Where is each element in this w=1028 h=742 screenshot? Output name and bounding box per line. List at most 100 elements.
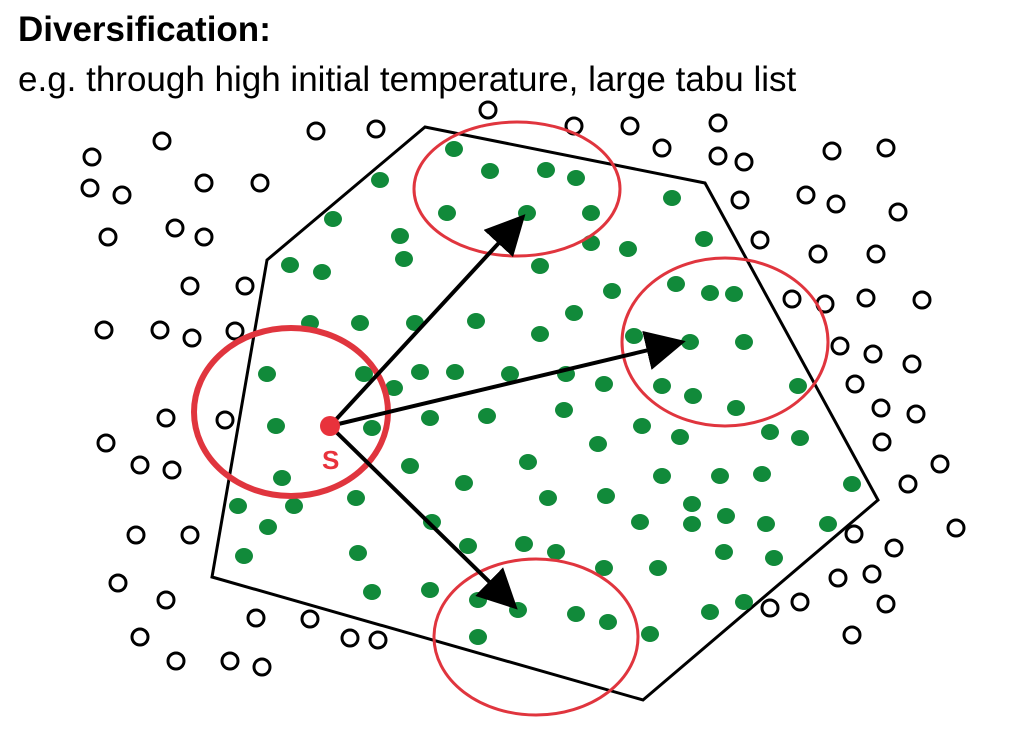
good-solution-dot: [757, 516, 775, 532]
neighborhood-circle-right: [620, 256, 830, 428]
good-solution-dot: [595, 376, 613, 392]
hollow-solution-dot: [620, 116, 640, 136]
good-solution-dot: [395, 251, 413, 267]
good-solution-dot: [843, 476, 861, 492]
good-solution-dot: [589, 436, 607, 452]
start-point-label: S: [322, 445, 340, 475]
hollow-solution-dot: [182, 328, 202, 348]
good-solution-dot: [701, 285, 719, 301]
good-solution-dot: [438, 205, 456, 221]
good-solution-dot: [531, 258, 549, 274]
good-solution-dot: [445, 141, 463, 157]
hollow-solution-dot: [306, 121, 326, 141]
good-solution-dot: [259, 519, 277, 535]
good-solution-dot: [715, 544, 733, 560]
good-solution-dot: [625, 328, 643, 344]
good-solution-dot: [469, 592, 487, 608]
hollow-solution-dot: [194, 173, 214, 193]
hollow-solution-dot: [872, 432, 892, 452]
good-solution-dot: [595, 560, 613, 576]
good-solution-dot: [663, 190, 681, 206]
hollow-solution-dot: [842, 625, 862, 645]
good-solution-dot: [501, 366, 519, 382]
good-solution-dot: [351, 315, 369, 331]
good-solution-dot: [695, 231, 713, 247]
hollow-solution-dot: [250, 173, 270, 193]
good-solution-dot: [711, 468, 729, 484]
good-solution-dot: [641, 626, 659, 642]
hollow-solution-dot: [930, 454, 950, 474]
hollow-solution-dot: [750, 230, 770, 250]
good-solution-dot: [671, 429, 689, 445]
good-solution-dot: [725, 286, 743, 302]
hollow-solution-dot: [902, 354, 922, 374]
hollow-solutions: [80, 100, 966, 677]
good-solution-dot: [597, 488, 615, 504]
neighborhood-circle-bottom: [432, 557, 640, 717]
good-solution-dot: [401, 458, 419, 474]
good-solution-dot: [421, 410, 439, 426]
hollow-solution-dot: [82, 147, 102, 167]
hollow-solution-dot: [898, 474, 918, 494]
hollow-solution-dot: [366, 119, 386, 139]
good-solution-dot: [363, 584, 381, 600]
hollow-solution-dot: [180, 525, 200, 545]
hollow-solution-dot: [166, 651, 186, 671]
hollow-solution-dot: [80, 178, 100, 198]
hollow-solution-dot: [246, 608, 266, 628]
good-solution-dot: [667, 276, 685, 292]
good-solution-dot: [789, 378, 807, 394]
hollow-solution-dot: [368, 630, 388, 650]
good-solution-dot: [481, 163, 499, 179]
good-solution-dot: [363, 420, 381, 436]
good-solution-dot: [313, 264, 331, 280]
hollow-solution-dot: [760, 598, 780, 618]
hollow-solution-dot: [876, 594, 896, 614]
hollow-solution-dot: [112, 185, 132, 205]
slide-subtitle: e.g. through high initial temperature, l…: [18, 60, 797, 99]
good-solution-dot: [717, 508, 735, 524]
good-solution-dot: [819, 516, 837, 532]
good-solution-dot: [727, 400, 745, 416]
good-solution-dot: [411, 364, 429, 380]
hollow-solution-dot: [871, 398, 891, 418]
hollow-solution-dot: [906, 404, 926, 424]
good-solution-dot: [684, 388, 702, 404]
good-solution-dot: [633, 418, 651, 434]
good-solution-dot: [567, 170, 585, 186]
good-solution-dot: [631, 514, 649, 530]
good-solution-dot: [582, 205, 600, 221]
good-solution-dot: [649, 560, 667, 576]
hollow-solution-dot: [782, 289, 802, 309]
hollow-solution-dot: [652, 138, 672, 158]
good-solution-dot: [653, 468, 671, 484]
good-solution-dot: [459, 538, 477, 554]
hollow-solution-dot: [828, 568, 848, 588]
good-solution-dot: [765, 550, 783, 566]
hollow-solution-dot: [478, 100, 498, 120]
good-solution-dot: [619, 241, 637, 257]
hollow-solution-dot: [126, 525, 146, 545]
good-solution-dot: [701, 604, 719, 620]
good-solution-dot: [761, 424, 779, 440]
hollow-solution-dot: [156, 408, 176, 428]
hollow-solution-dot: [912, 290, 932, 310]
hollow-solution-dot: [946, 518, 966, 538]
hollow-solution-dot: [730, 190, 750, 210]
good-solution-dot: [421, 582, 439, 598]
good-solution-dot: [735, 594, 753, 610]
good-solution-dot: [355, 366, 373, 382]
good-solution-dot: [324, 211, 342, 227]
hollow-solution-dot: [866, 244, 886, 264]
good-solution-dot: [683, 516, 701, 532]
good-solution-dot: [519, 454, 537, 470]
hollow-solution-dot: [844, 524, 864, 544]
good-solution-dot: [599, 614, 617, 630]
good-solution-dot: [469, 629, 487, 645]
hollow-solution-dot: [130, 455, 150, 475]
region-boundary: [210, 125, 880, 702]
good-solution-dot: [446, 364, 464, 380]
hollow-solution-dot: [808, 244, 828, 264]
good-solution-dot: [518, 205, 536, 221]
